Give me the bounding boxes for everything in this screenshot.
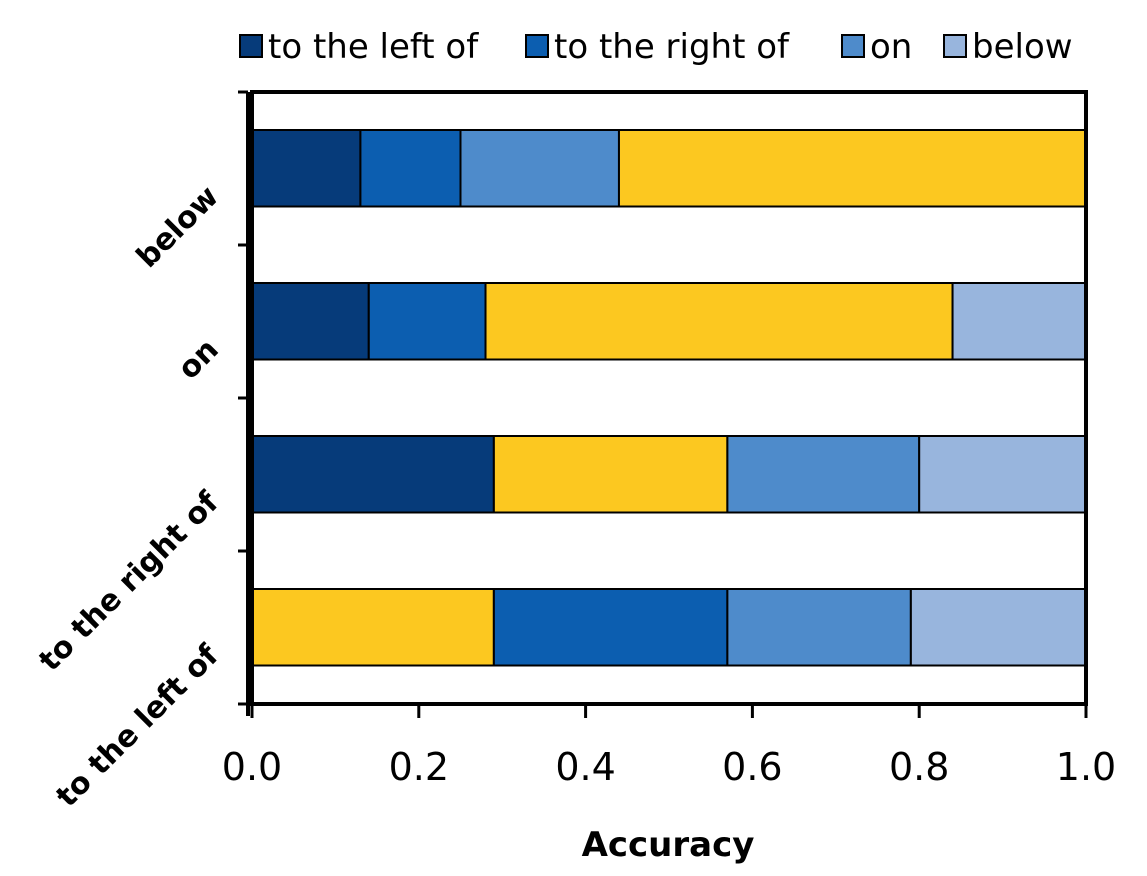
bar-segment (726, 588, 912, 667)
plot-frame (250, 90, 1088, 706)
x-tick-label: 0.4 (555, 745, 615, 789)
legend: to the left of to the right of on below (239, 27, 1073, 67)
x-tick-label: 0.8 (889, 745, 949, 789)
bar-segment (251, 129, 362, 208)
x-axis-title: Accuracy (582, 825, 755, 865)
legend-label: to the right of (554, 27, 790, 67)
legend-swatch (239, 34, 263, 58)
bars (251, 129, 1088, 667)
bar-segment (492, 435, 729, 514)
x-tick-label: 0.0 (222, 745, 282, 789)
x-tick-label: 0.2 (389, 745, 449, 789)
bar-segment (909, 588, 1087, 667)
legend-swatch (525, 34, 549, 58)
legend-swatch (943, 34, 967, 58)
bar-segment (951, 282, 1087, 361)
bar-segment (251, 282, 370, 361)
legend-label: to the left of (268, 27, 479, 67)
bar-segment (492, 588, 729, 667)
bar-segment (359, 129, 462, 208)
bar-segment (367, 282, 487, 361)
legend-label: below (972, 27, 1073, 67)
bar-segment (251, 588, 495, 667)
bar-segment (617, 129, 1088, 208)
x-tick-label: 1.0 (1056, 745, 1116, 789)
axes (238, 90, 1088, 718)
x-tick-label: 0.6 (722, 745, 782, 789)
bar-segment (726, 435, 921, 514)
bar-segment (459, 129, 620, 208)
bar-segment (918, 435, 1088, 514)
legend-swatch (841, 34, 865, 58)
legend-label: on (870, 27, 912, 67)
bar-segment (251, 435, 495, 514)
category-label: below (130, 179, 226, 275)
bar-segment (484, 282, 954, 361)
category-label: to the left of (50, 637, 227, 814)
category-label: on (171, 332, 225, 386)
